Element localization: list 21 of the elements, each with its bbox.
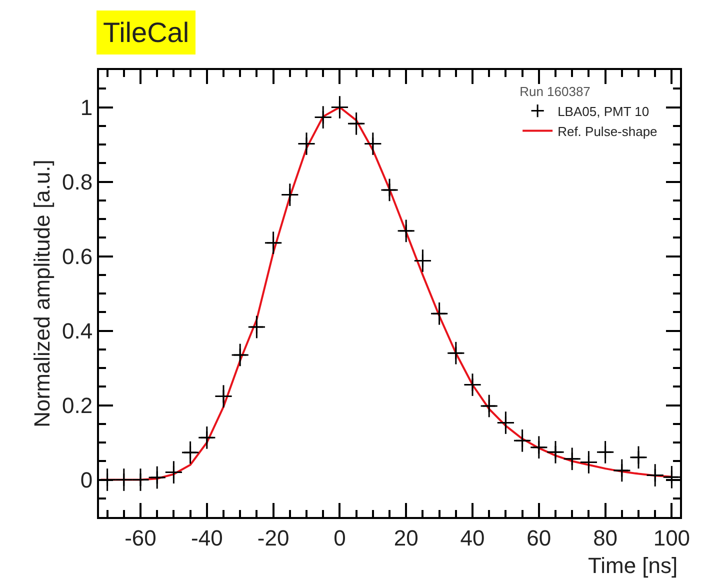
x-axis-title: Time [ns]	[588, 553, 678, 578]
legend-label: Ref. Pulse-shape	[558, 124, 658, 139]
x-tick-label: 0	[334, 525, 346, 550]
x-tick-label: 60	[526, 525, 552, 550]
x-tick-label: 40	[460, 525, 485, 550]
y-tick-label: 0.8	[62, 169, 93, 194]
legend-label: LBA05, PMT 10	[558, 104, 650, 119]
y-axis-title: Normalized amplitude [a.u.]	[29, 160, 54, 428]
x-tick-label: 100	[653, 525, 690, 550]
y-tick-label: 1	[80, 94, 93, 120]
x-tick-label: -40	[191, 525, 223, 550]
x-tick-label: 80	[593, 525, 618, 550]
x-tick-label: -20	[257, 525, 290, 550]
legend-title: Run 160387	[520, 84, 590, 99]
chart-title: TileCal	[103, 17, 190, 48]
y-tick-label: 0	[80, 467, 93, 492]
x-tick-label: 20	[394, 525, 418, 550]
y-tick-label: 0.4	[62, 318, 93, 344]
x-tick-label: -60	[124, 525, 156, 550]
y-tick-label: 0.6	[62, 244, 93, 269]
y-tick-label: 0.2	[62, 392, 93, 418]
